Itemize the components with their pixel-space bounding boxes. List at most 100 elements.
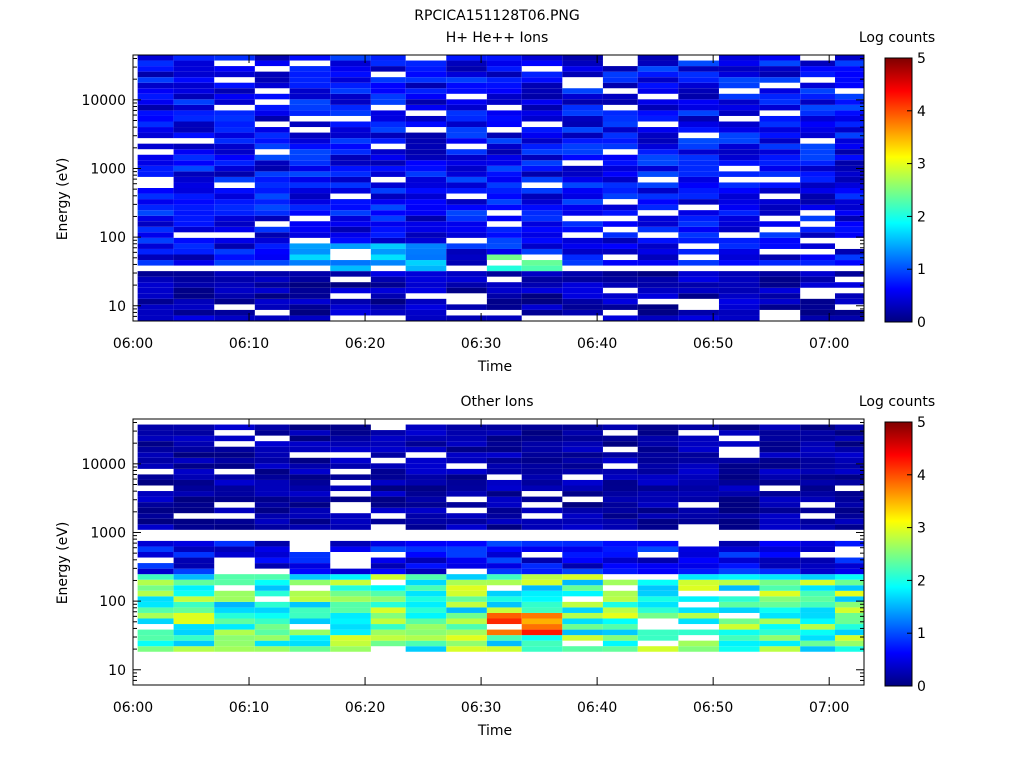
- spectrogram-cell: [330, 640, 371, 647]
- spectrogram-cell: [370, 463, 406, 469]
- spectrogram-cell: [137, 171, 174, 177]
- spectrogram-cell: [800, 171, 835, 177]
- spectrogram-cell: [405, 441, 447, 447]
- spectrogram-cell: [637, 237, 679, 244]
- spectrogram-cell: [137, 309, 174, 316]
- spectrogram-cell: [602, 298, 638, 305]
- spectrogram-cell: [137, 502, 174, 508]
- spectrogram-cell: [405, 154, 447, 161]
- spectrogram-cell: [718, 204, 760, 211]
- spectrogram-cell: [254, 55, 290, 61]
- spectrogram-cell: [718, 507, 760, 514]
- spectrogram-cell: [289, 93, 331, 100]
- spectrogram-cell: [289, 485, 331, 492]
- spectrogram-cell: [678, 88, 719, 94]
- spectrogram-cell: [486, 293, 522, 299]
- spectrogram-cell: [800, 298, 835, 305]
- spectrogram-cell: [330, 226, 371, 233]
- spectrogram-cell: [637, 612, 679, 619]
- spectrogram-cell: [173, 563, 215, 569]
- spectrogram-cell: [137, 104, 174, 111]
- spectrogram-cell: [370, 248, 406, 255]
- spectrogram-cell: [446, 276, 487, 283]
- spectrogram-cell: [800, 452, 835, 458]
- spectrogram-cell: [637, 646, 679, 652]
- spectrogram-cell: [370, 618, 406, 625]
- spectrogram-cell: [137, 540, 174, 547]
- spectrogram-cell: [405, 176, 447, 183]
- spectrogram-cell: [759, 568, 801, 575]
- spectrogram-cell: [562, 88, 603, 94]
- spectrogram-cell: [486, 193, 522, 200]
- spectrogram-cell: [370, 635, 406, 641]
- spectrogram-cell: [800, 149, 835, 155]
- spectrogram-cell: [137, 160, 174, 166]
- spectrogram-cell: [800, 115, 835, 122]
- spectrogram-cell: [678, 568, 719, 575]
- spectrogram-cell: [678, 579, 719, 586]
- spectrogram-cell: [254, 204, 290, 211]
- spectrogram-cell: [486, 93, 522, 100]
- spectrogram-cell: [562, 435, 603, 442]
- spectrogram-cell: [330, 612, 371, 619]
- spectrogram-cell: [173, 248, 215, 255]
- spectrogram-cell: [446, 82, 487, 89]
- colorbar-tick-label: 4: [917, 104, 926, 120]
- spectrogram-cell: [173, 540, 215, 547]
- spectrogram-cell: [718, 491, 760, 497]
- spectrogram-cell: [800, 60, 835, 67]
- spectrogram-cell: [405, 138, 447, 144]
- spectrogram-cell: [718, 524, 760, 530]
- spectrogram-cell: [718, 104, 760, 111]
- spectrogram-cell: [521, 93, 563, 100]
- spectrogram-cell: [137, 121, 174, 128]
- spectrogram-cell: [800, 215, 835, 222]
- spectrogram-cell: [289, 182, 331, 188]
- spectrogram-cell: [521, 518, 563, 525]
- spectrogram-cell: [289, 474, 331, 480]
- spectrogram-cell: [521, 55, 563, 61]
- spectrogram-cell: [214, 596, 255, 602]
- spectrogram-cell: [562, 293, 603, 299]
- spectrogram-cell: [678, 260, 719, 266]
- spectrogram-cell: [173, 115, 215, 122]
- spectrogram-cell: [562, 601, 603, 608]
- x-tick-label: 06:40: [577, 700, 617, 716]
- spectrogram-cell: [562, 563, 603, 569]
- spectrogram-cell: [678, 271, 719, 277]
- spectrogram-cell: [254, 143, 290, 150]
- x-tick-label: 06:30: [461, 700, 501, 716]
- spectrogram-cell: [637, 138, 679, 144]
- spectrogram-cell: [521, 132, 563, 139]
- spectrogram-cell: [289, 640, 331, 647]
- spectrogram-cell: [173, 596, 215, 602]
- spectrogram-cell: [370, 271, 406, 277]
- spectrogram-cell: [330, 568, 371, 575]
- spectrogram-cell: [254, 468, 290, 475]
- spectrogram-cell: [759, 127, 801, 133]
- spectrogram-cell: [602, 557, 638, 564]
- spectrogram-cell: [405, 601, 447, 608]
- spectrogram-cell: [800, 276, 835, 283]
- spectrogram-cell: [254, 171, 290, 177]
- spectrogram-cell: [486, 430, 522, 436]
- spectrogram-cell: [330, 518, 371, 525]
- spectrogram-cell: [173, 646, 215, 652]
- spectrogram-cell: [405, 210, 447, 216]
- spectrogram-cell: [370, 226, 406, 233]
- spectrogram-cell: [759, 104, 801, 111]
- spectrogram-cell: [602, 71, 638, 78]
- spectrogram-cell: [562, 552, 603, 558]
- spectrogram-cell: [718, 66, 760, 72]
- spectrogram-cell: [800, 568, 835, 575]
- spectrogram-cell: [405, 629, 447, 636]
- spectrogram-cell: [173, 590, 215, 597]
- spectrogram-cell: [405, 524, 447, 530]
- spectrogram-cell: [602, 612, 638, 619]
- spectrogram-cell: [602, 221, 638, 227]
- spectrogram-cell: [289, 193, 331, 200]
- spectrogram-cell: [214, 204, 255, 211]
- y-tick-label: 10: [108, 663, 126, 679]
- x-tick-label: 07:00: [809, 700, 849, 716]
- spectrogram-cell: [173, 574, 215, 580]
